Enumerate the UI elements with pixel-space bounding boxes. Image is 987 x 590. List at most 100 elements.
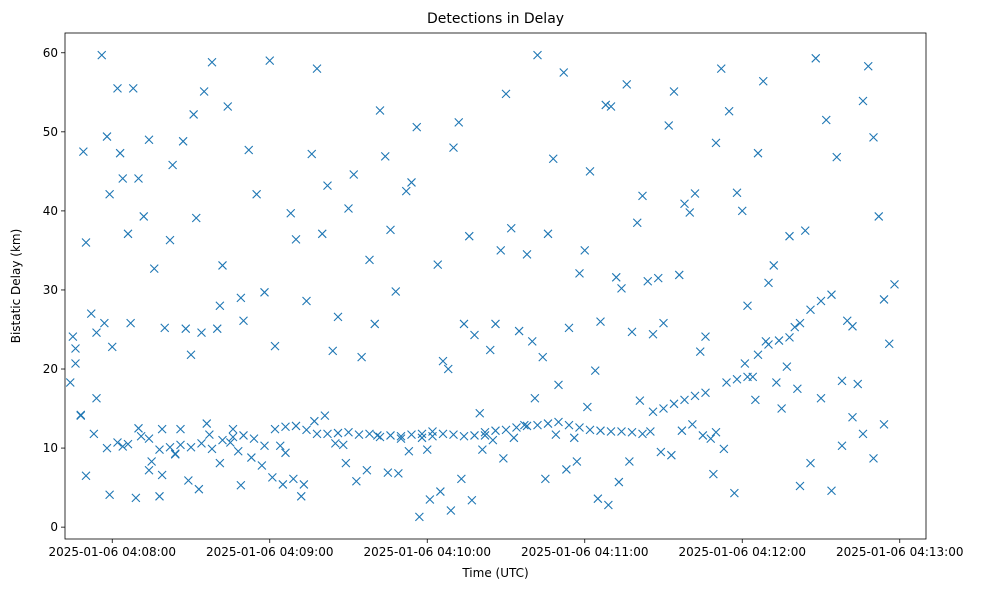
detection-point [687, 419, 697, 429]
detection-point [690, 189, 700, 198]
detection-point [407, 178, 416, 187]
detection-point [412, 122, 422, 132]
detection-point [386, 225, 395, 235]
detection-point [527, 336, 537, 346]
detection-point [800, 226, 810, 236]
detection-point [65, 378, 75, 387]
detection-point [165, 442, 175, 452]
detection-point [386, 431, 395, 440]
x-tick-label: 2025-01-06 04:11:00 [521, 545, 648, 559]
detection-point [236, 293, 246, 303]
detection-point [81, 471, 91, 481]
detection-point [144, 135, 154, 145]
detection-point [611, 272, 621, 282]
detection-point [401, 186, 411, 196]
detection-point [302, 296, 311, 306]
detection-point [131, 493, 141, 503]
detection-point [197, 328, 206, 338]
detection-point [323, 429, 332, 439]
detection-point [816, 393, 826, 403]
detection-point [496, 246, 506, 255]
detection-point [391, 287, 401, 296]
detection-point [869, 132, 878, 142]
detection-point [603, 500, 613, 510]
detection-point [160, 323, 170, 333]
detection-point [344, 204, 353, 213]
y-tick-label: 10 [43, 441, 58, 455]
detection-point [191, 213, 201, 223]
detection-point [223, 102, 233, 111]
detection-point [443, 364, 453, 374]
detection-point [207, 57, 217, 67]
detection-point [92, 393, 101, 403]
detection-point [548, 154, 558, 164]
detection-point [737, 206, 747, 216]
detection-point [879, 295, 889, 304]
detection-point [260, 441, 269, 451]
detection-point [267, 472, 277, 482]
detection-point [627, 327, 637, 337]
detection-point [674, 270, 684, 280]
detection-point [617, 283, 626, 293]
y-tick-label: 20 [43, 362, 58, 376]
detection-point [690, 391, 700, 401]
detection-point [236, 480, 246, 490]
detection-point [357, 352, 367, 362]
detection-point [244, 145, 254, 155]
detection-point [572, 457, 582, 466]
detection-point [827, 486, 836, 496]
detection-point [204, 430, 214, 440]
detection-point [330, 438, 340, 448]
detection-point [202, 419, 212, 428]
detection-point [176, 440, 185, 450]
detection-point [341, 458, 351, 468]
detection-point [417, 433, 427, 443]
detection-point [506, 223, 516, 233]
detection-point [407, 430, 416, 440]
detection-point [144, 465, 154, 475]
detection-point [105, 490, 115, 500]
detection-point [449, 430, 458, 440]
detection-point [168, 160, 178, 170]
detection-point [354, 430, 364, 440]
detection-point [774, 336, 784, 345]
detection-point [554, 380, 563, 390]
detection-point [522, 421, 532, 431]
detection-point [333, 428, 343, 438]
detection-point [136, 431, 146, 441]
detection-point [811, 53, 821, 63]
detection-point [743, 301, 752, 311]
detection-point [464, 231, 474, 241]
y-tick-label: 30 [43, 283, 58, 297]
detection-point [890, 280, 899, 289]
detection-point [299, 480, 309, 489]
detection-point [645, 427, 655, 436]
detection-point [281, 448, 290, 458]
detection-point [622, 80, 632, 89]
detection-point [475, 408, 485, 418]
detection-point [635, 396, 645, 406]
detection-point [126, 318, 136, 328]
detection-point [680, 395, 689, 405]
detection-point [488, 435, 498, 445]
detection-point [270, 424, 280, 434]
detection-point [708, 469, 718, 479]
detection-point [404, 446, 414, 456]
detection-point [134, 423, 143, 433]
detection-point [107, 342, 117, 352]
detection-point [260, 287, 269, 297]
x-tick-label: 2025-01-06 04:08:00 [49, 545, 176, 559]
detection-point [659, 318, 668, 328]
detection-point [477, 445, 487, 455]
detection-point [501, 89, 511, 99]
detection-point [764, 278, 773, 288]
detection-point [228, 432, 238, 442]
detection-point [543, 419, 553, 428]
detection-point [848, 412, 857, 422]
detection-point [246, 453, 256, 462]
detection-point [585, 166, 595, 176]
detection-point [362, 465, 372, 475]
detection-point [123, 439, 133, 449]
detection-point [627, 427, 637, 437]
